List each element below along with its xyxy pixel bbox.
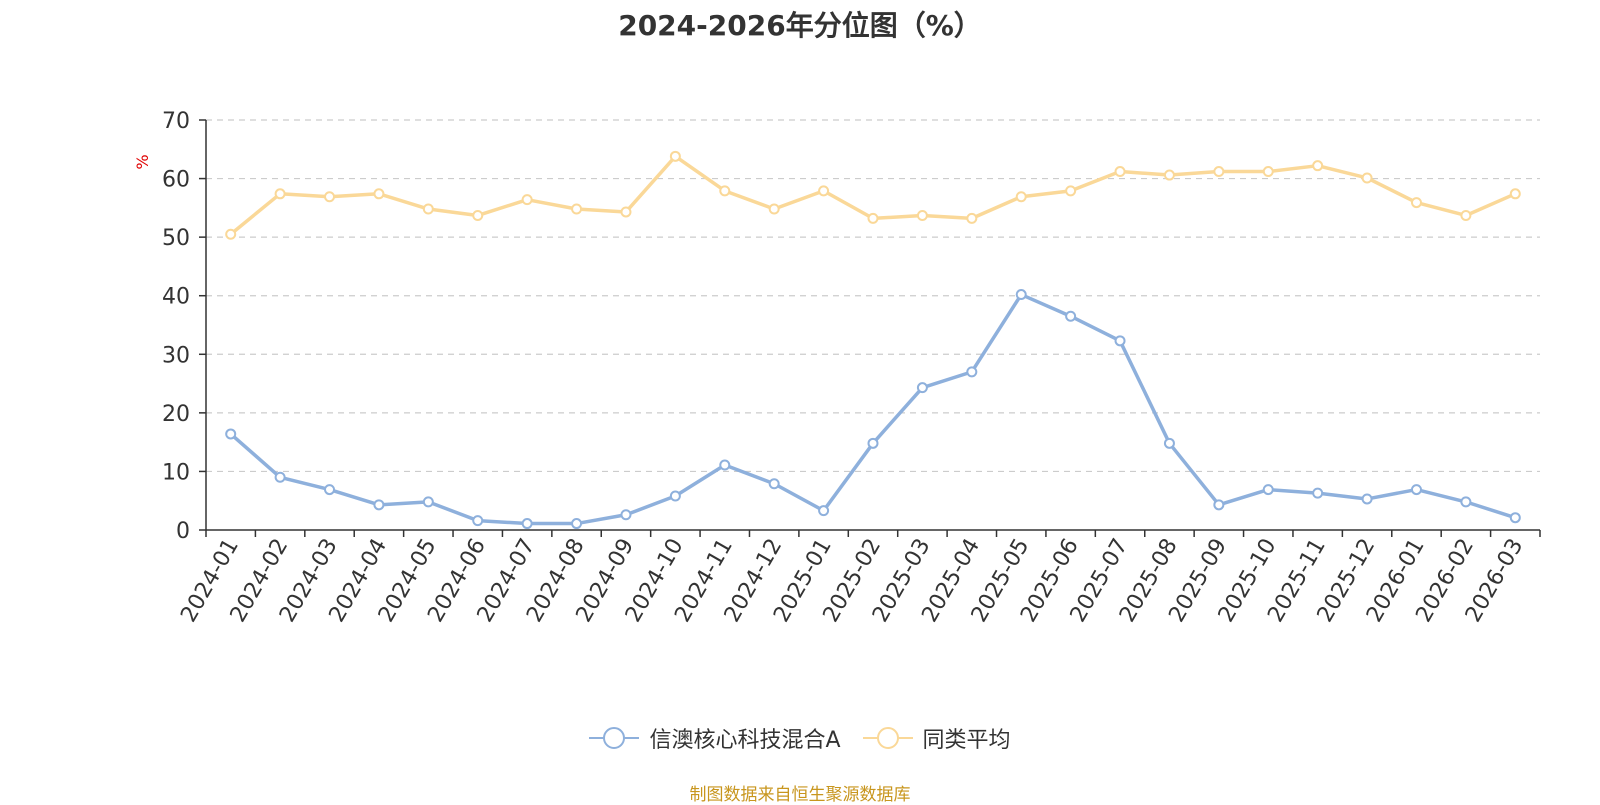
data-point [324, 484, 336, 496]
data-point [768, 203, 780, 215]
data-point [1509, 512, 1521, 524]
data-point [422, 203, 434, 215]
y-tick-label: 60 [162, 168, 190, 193]
data-point [966, 366, 978, 378]
data-point [422, 496, 434, 508]
legend-label-average: 同类平均 [922, 728, 1011, 753]
legend-fund-line-circle-icon [589, 727, 640, 749]
series-0 [225, 289, 1521, 530]
data-point [1460, 209, 1472, 221]
data-point [1361, 172, 1373, 184]
legend-item-fund[interactable]: 信澳核心科技混合A [589, 722, 841, 754]
data-point [1410, 484, 1422, 496]
data-point [1065, 185, 1077, 197]
data-point [818, 505, 830, 517]
y-tick-label: 30 [162, 343, 190, 368]
data-point [1361, 493, 1373, 505]
data-point [1410, 197, 1422, 209]
data-source-note: 制图数据来自恒生聚源数据库 [689, 785, 911, 805]
data-point [521, 518, 533, 530]
data-point [472, 515, 484, 527]
data-point [916, 209, 928, 221]
data-point [867, 437, 879, 449]
y-tick-label: 0 [176, 519, 190, 544]
data-point [472, 209, 484, 221]
y-tick-label: 70 [162, 109, 190, 134]
data-point [225, 428, 237, 440]
data-point [274, 188, 286, 200]
data-point [1213, 499, 1225, 511]
data-point [620, 206, 632, 218]
data-point [1460, 496, 1472, 508]
data-point [669, 490, 681, 502]
data-point [1163, 437, 1175, 449]
grid-lines [206, 119, 1540, 473]
axes: 010203040506070%2024-012024-022024-03202… [133, 109, 1541, 627]
data-point [1509, 188, 1521, 200]
legend-item-average[interactable]: 同类平均 [862, 722, 1011, 754]
data-point [768, 478, 780, 490]
data-point [719, 185, 731, 197]
data-point [719, 459, 731, 471]
data-point [916, 382, 928, 394]
data-point [620, 509, 632, 521]
data-point [669, 150, 681, 162]
data-point [1163, 169, 1175, 181]
data-point [373, 188, 385, 200]
data-point [1262, 166, 1274, 178]
chart-title: 2024-2026年分位图（%） [618, 9, 982, 42]
data-point [324, 191, 336, 203]
data-point [571, 203, 583, 215]
data-point [521, 194, 533, 206]
series-layer [225, 150, 1521, 530]
data-point [1262, 484, 1274, 496]
series-1 [225, 150, 1521, 240]
data-point [1312, 160, 1324, 172]
data-point [225, 228, 237, 240]
data-point [818, 185, 830, 197]
data-point [373, 499, 385, 511]
data-point [1065, 310, 1077, 322]
data-point [1312, 487, 1324, 499]
y-tick-label: 20 [162, 402, 190, 427]
data-point [867, 212, 879, 224]
data-point [1114, 166, 1126, 178]
y-axis-label: % [133, 154, 152, 169]
data-point [1114, 335, 1126, 347]
legend: 信澳核心科技混合A 同类平均 [0, 722, 1600, 754]
data-point [1015, 191, 1027, 203]
data-point [274, 471, 286, 483]
data-point [966, 212, 978, 224]
line-chart: 010203040506070%2024-012024-022024-03202… [133, 109, 1541, 627]
y-tick-label: 50 [162, 226, 190, 251]
y-tick-label: 40 [162, 285, 190, 310]
legend-average-line-circle-icon [862, 727, 913, 749]
data-point [1015, 289, 1027, 301]
legend-label-fund: 信澳核心科技混合A [649, 728, 841, 753]
data-point [571, 518, 583, 530]
data-point [1213, 166, 1225, 178]
series-line [229, 292, 1516, 526]
y-tick-label: 10 [162, 460, 190, 485]
